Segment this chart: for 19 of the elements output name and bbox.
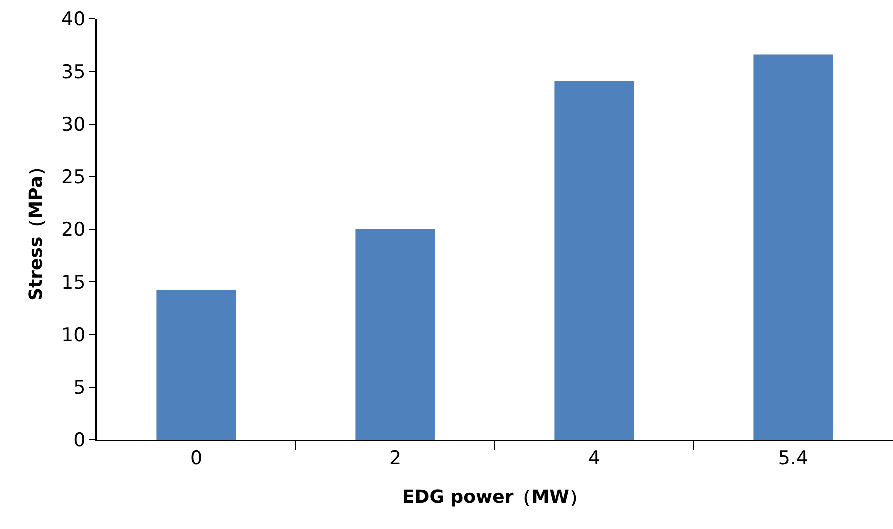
y-tick-label: 25 <box>62 166 86 189</box>
y-tick-label: 40 <box>62 8 86 31</box>
bar <box>754 54 834 440</box>
x-tick-label: 4 <box>588 447 601 470</box>
bar <box>156 290 236 440</box>
y-tick-label: 35 <box>62 61 86 84</box>
y-tick-label: 20 <box>62 219 86 242</box>
x-axis-title: EDG power（MW） <box>402 487 588 508</box>
y-tick-label: 15 <box>62 272 86 294</box>
bar <box>356 230 436 440</box>
bar <box>554 81 634 440</box>
y-axis-title: Stress（MPa） <box>26 158 47 301</box>
x-tick-label: 2 <box>389 447 402 470</box>
y-tick-label: 5 <box>74 377 86 400</box>
y-tick-label: 0 <box>74 430 86 452</box>
x-tick-label: 0 <box>190 447 203 470</box>
x-tick-label: 5.4 <box>778 447 809 470</box>
y-tick-label: 30 <box>62 114 86 136</box>
y-tick-label: 10 <box>62 324 86 346</box>
